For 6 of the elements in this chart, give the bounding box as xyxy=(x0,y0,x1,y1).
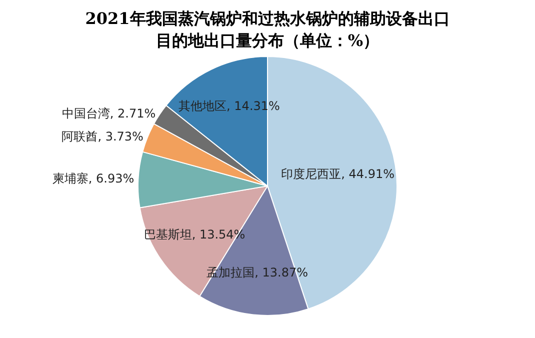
slice-label: 中国台湾, 2.71% xyxy=(62,106,156,120)
chart-title: 2021年我国蒸汽锅炉和过热水锅炉的辅助设备出口目的地出口量分布（单位：%） xyxy=(84,8,451,52)
slice-label: 阿联酋, 3.73% xyxy=(62,130,144,144)
slice-label: 柬埔寨, 6.93% xyxy=(52,172,134,186)
slice-label: 印度尼西亚, 44.91% xyxy=(281,166,395,181)
slice-label: 巴基斯坦, 13.54% xyxy=(144,227,246,242)
